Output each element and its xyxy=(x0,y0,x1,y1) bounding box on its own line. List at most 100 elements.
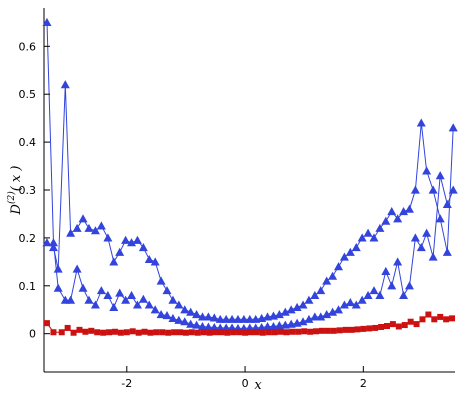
data-point xyxy=(70,329,77,336)
data-point xyxy=(66,295,76,304)
data-point xyxy=(135,329,142,336)
data-point xyxy=(442,199,452,208)
data-point xyxy=(72,223,82,232)
data-point xyxy=(53,283,63,292)
data-point xyxy=(277,328,284,335)
data-point xyxy=(428,252,438,261)
data-point xyxy=(182,329,189,336)
data-point xyxy=(221,314,231,323)
data-point xyxy=(194,329,201,336)
data-point xyxy=(307,328,314,335)
data-point xyxy=(437,313,444,320)
data-point xyxy=(389,321,396,328)
data-point xyxy=(425,311,432,318)
data-point xyxy=(186,307,196,316)
data-point xyxy=(171,329,178,336)
data-point xyxy=(322,310,332,319)
data-point xyxy=(310,312,320,321)
data-point xyxy=(206,329,213,336)
data-point xyxy=(141,328,148,335)
data-point xyxy=(298,300,308,309)
data-point xyxy=(233,314,243,323)
data-point xyxy=(407,318,414,325)
data-point xyxy=(263,322,273,331)
data-point xyxy=(42,238,52,247)
data-point xyxy=(203,312,213,321)
data-point xyxy=(215,314,225,323)
data-point xyxy=(72,264,82,273)
data-point xyxy=(435,214,445,223)
data-point xyxy=(399,207,409,216)
data-point xyxy=(209,322,219,332)
data-point xyxy=(138,294,148,303)
data-point xyxy=(360,325,367,332)
data-point xyxy=(342,326,349,333)
data-point xyxy=(410,185,420,194)
data-point xyxy=(48,242,58,252)
data-point xyxy=(283,329,290,336)
data-point xyxy=(366,325,373,332)
data-point xyxy=(348,326,355,333)
data-point xyxy=(274,310,284,319)
data-point xyxy=(404,204,414,213)
data-point xyxy=(165,329,172,336)
data-point xyxy=(111,328,118,335)
data-point xyxy=(253,329,260,336)
data-point xyxy=(292,302,302,311)
data-point xyxy=(53,264,63,273)
data-point xyxy=(351,300,361,309)
data-point xyxy=(449,315,456,322)
data-point xyxy=(301,328,308,335)
series-3 xyxy=(43,311,456,336)
data-point xyxy=(153,329,160,336)
data-point xyxy=(115,288,125,297)
y-tick-label: 0.4 xyxy=(19,136,37,149)
data-point xyxy=(313,328,320,335)
data-point xyxy=(76,326,83,333)
data-point xyxy=(422,166,432,175)
data-point xyxy=(375,223,385,232)
data-point xyxy=(274,321,284,330)
data-point xyxy=(422,228,432,237)
data-point xyxy=(428,185,438,194)
data-point xyxy=(84,223,94,232)
data-point xyxy=(159,329,166,336)
y-tick-label: 0.6 xyxy=(19,40,37,53)
data-point xyxy=(322,276,332,285)
data-point xyxy=(174,300,184,309)
data-point xyxy=(387,281,397,290)
data-point xyxy=(381,216,391,225)
data-point xyxy=(156,276,166,285)
data-point xyxy=(324,327,331,334)
data-point xyxy=(212,329,219,336)
data-point xyxy=(336,327,343,334)
data-point xyxy=(162,310,172,320)
data-point xyxy=(60,80,70,89)
data-point xyxy=(401,322,408,329)
data-point xyxy=(247,329,254,336)
data-point xyxy=(416,242,426,252)
data-point xyxy=(435,171,445,180)
series-1 xyxy=(42,17,458,333)
data-point xyxy=(357,295,367,304)
data-point xyxy=(150,305,160,314)
data-point xyxy=(197,322,207,331)
data-point xyxy=(339,300,349,309)
data-point xyxy=(395,323,402,330)
data-point xyxy=(82,328,89,335)
data-point xyxy=(328,271,338,280)
data-point xyxy=(127,290,137,299)
data-point xyxy=(115,247,125,256)
data-point xyxy=(316,312,326,321)
data-point xyxy=(121,235,131,244)
data-point xyxy=(265,329,272,336)
data-point xyxy=(442,247,452,256)
y-tick-label: 0.5 xyxy=(19,88,37,101)
y-axis-label: D(2)( x ) xyxy=(6,166,24,216)
data-point xyxy=(404,281,414,290)
data-point xyxy=(156,310,166,319)
data-point xyxy=(304,295,314,304)
data-point xyxy=(177,329,184,336)
data-point xyxy=(78,214,88,223)
data-point xyxy=(90,226,100,235)
